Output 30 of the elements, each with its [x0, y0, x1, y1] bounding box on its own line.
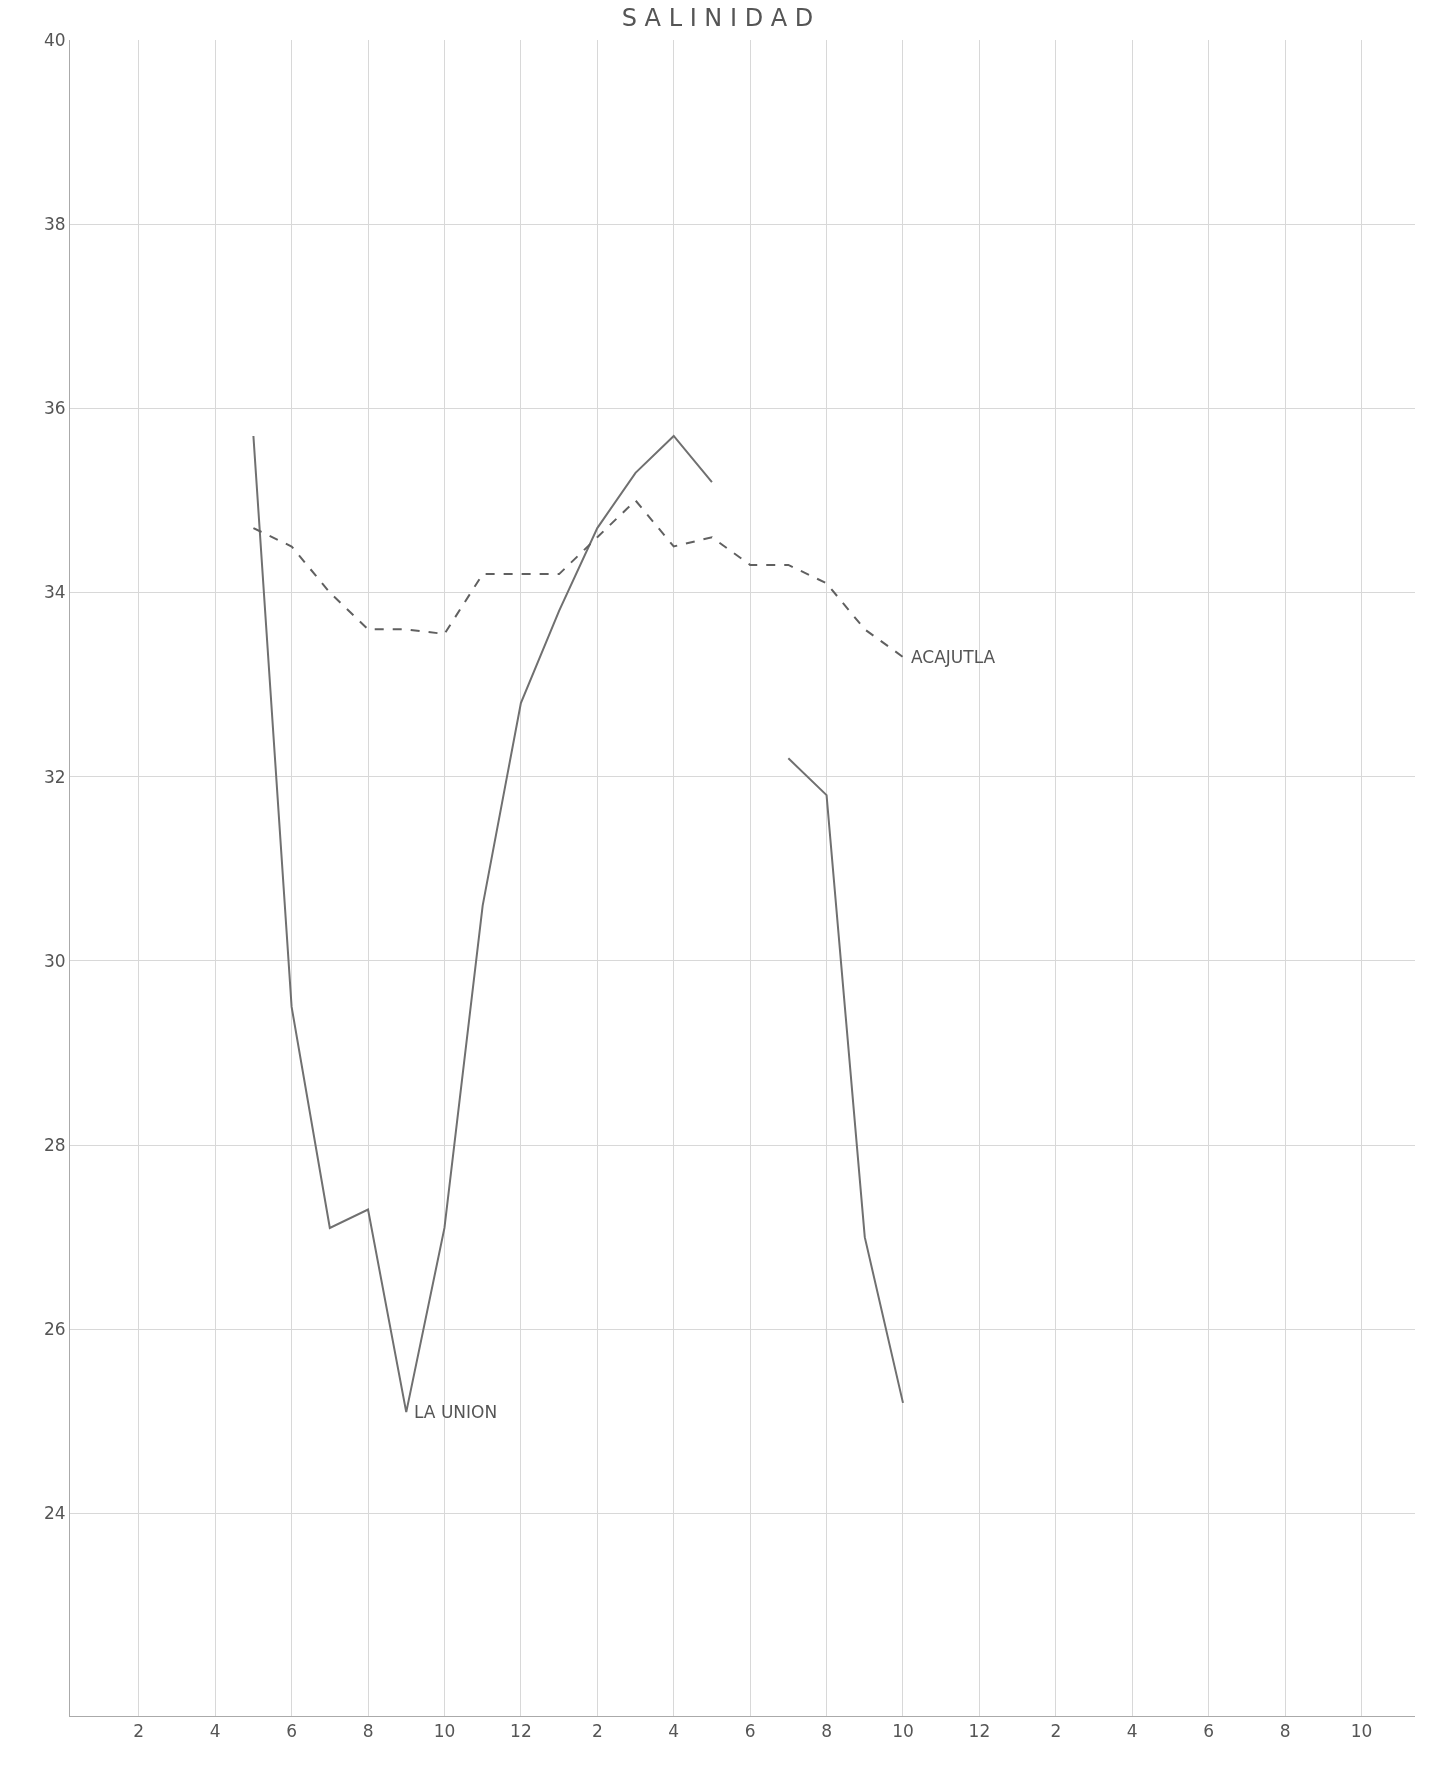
x-tick-label: 6: [744, 1721, 756, 1742]
x-tick-label: 4: [668, 1721, 680, 1742]
y-tick-label: 40: [43, 29, 66, 50]
y-tick-label: 36: [43, 398, 66, 419]
y-tick-label: 24: [43, 1503, 66, 1524]
x-tick-label: 10: [1350, 1721, 1373, 1742]
y-tick-label: 30: [43, 950, 66, 971]
y-tick-label: 32: [43, 766, 66, 787]
y-tick-label: 26: [43, 1319, 66, 1340]
y-tick-label: 28: [43, 1135, 66, 1155]
x-tick-label: 4: [1126, 1721, 1138, 1742]
x-tick-label: 8: [362, 1721, 374, 1742]
x-tick-label: 2: [1050, 1721, 1062, 1742]
series-label: ACAJUTLA: [911, 647, 996, 667]
series-label: LA UNION: [414, 1402, 498, 1422]
x-tick-label: 10: [892, 1721, 914, 1742]
x-tick-label: 8: [1279, 1721, 1291, 1742]
chart-title: S A L I N I D A D: [621, 3, 814, 32]
x-tick-label: 6: [1203, 1721, 1215, 1742]
x-tick-label: 2: [591, 1721, 603, 1742]
x-tick-label: 10: [433, 1721, 456, 1742]
x-tick-label: 12: [510, 1721, 532, 1742]
x-tick-label: 12: [968, 1721, 991, 1742]
y-tick-label: 38: [43, 214, 66, 235]
x-tick-label: 6: [286, 1721, 298, 1742]
x-tick-label: 2: [133, 1721, 145, 1742]
line-series: [252, 499, 904, 658]
x-tick-label: 4: [209, 1721, 221, 1742]
y-tick-label: 34: [43, 582, 66, 603]
x-tick-label: 8: [821, 1721, 832, 1742]
